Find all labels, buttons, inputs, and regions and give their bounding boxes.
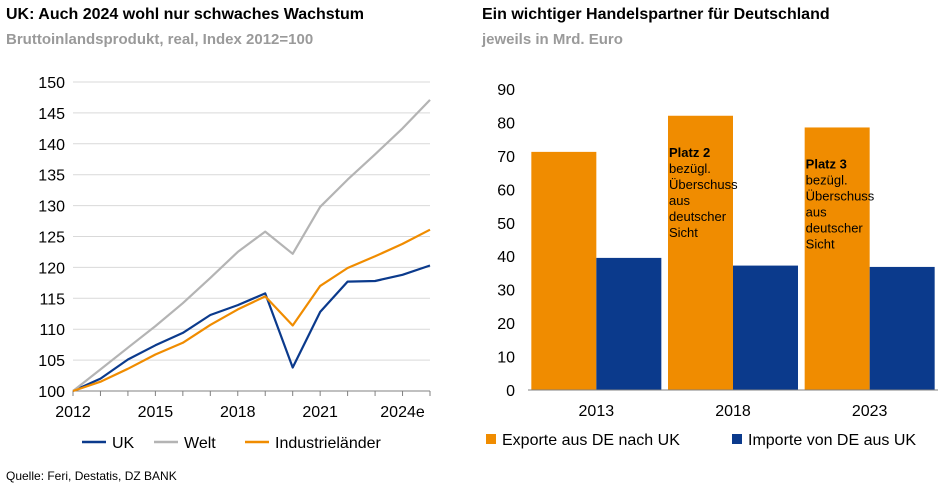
x-tick-label: 2018	[715, 403, 751, 420]
legend-swatch	[732, 434, 742, 444]
x-tick-label: 2021	[302, 404, 338, 421]
annotation-text: Überschuss	[669, 177, 738, 192]
y-tick-label: 115	[39, 291, 65, 308]
legend-label: Exporte aus DE nach UK	[502, 432, 680, 449]
y-tick-label: 80	[497, 115, 515, 132]
annotation-text: Überschuss	[806, 188, 875, 203]
bar-imports-2018	[733, 265, 798, 390]
x-tick-label: 2024e	[380, 404, 425, 421]
legend-label: Importe von DE aus UK	[748, 432, 916, 449]
left-chart-subtitle: Bruttoinlandsprodukt, real, Index 2012=1…	[6, 31, 314, 48]
right-chart-subtitle: jeweils in Mrd. Euro	[482, 31, 623, 48]
annotation-text: bezügl.	[669, 161, 711, 176]
right-chart-title: Ein wichtiger Handelspartner für Deutsch…	[482, 6, 830, 23]
x-tick-label: 2015	[138, 404, 174, 421]
bar-imports-2013	[596, 257, 662, 390]
series-line-industriel-nder	[72, 228, 431, 393]
legend-label: Industrieländer	[275, 435, 382, 452]
y-tick-label: 0	[506, 383, 515, 400]
annotation-text: bezügl.	[806, 172, 848, 187]
x-tick-label: 2012	[55, 404, 91, 421]
y-tick-label: 135	[38, 168, 65, 185]
source-note: Quelle: Feri, Destatis, DZ BANK	[6, 469, 177, 483]
y-tick-label: 50	[497, 216, 515, 233]
annotation-heading: Platz 3	[806, 156, 847, 171]
y-tick-label: 100	[38, 384, 65, 401]
y-tick-label: 145	[38, 106, 65, 123]
y-tick-label: 40	[497, 249, 515, 266]
legend-label: Welt	[184, 435, 216, 452]
series-line-uk	[72, 264, 431, 393]
annotation-text: Sicht	[669, 225, 698, 240]
y-tick-label: 125	[38, 230, 65, 247]
y-tick-label: 10	[497, 350, 515, 367]
annotation-text: aus	[669, 193, 690, 208]
bar-imports-2023	[869, 266, 935, 390]
annotation-text: deutscher	[806, 220, 864, 235]
bar-exports-2018	[668, 115, 733, 390]
y-tick-label: 60	[497, 182, 515, 199]
annotation-text: Sicht	[806, 236, 835, 251]
bar-exports-2023	[804, 127, 870, 390]
legend-swatch	[486, 434, 496, 444]
y-tick-label: 120	[38, 260, 65, 277]
y-tick-label: 140	[38, 137, 65, 154]
y-tick-label: 110	[39, 322, 65, 339]
left-chart-title: UK: Auch 2024 wohl nur schwaches Wachstu…	[6, 6, 365, 23]
y-tick-label: 70	[497, 149, 515, 166]
annotation-text: deutscher	[669, 209, 727, 224]
annotation-text: aus	[806, 204, 827, 219]
y-tick-label: 105	[38, 353, 65, 370]
x-tick-label: 2023	[852, 403, 888, 420]
gdp-line-chart: 100 105 110 115 120 125 130 135 140 145 150 2012 201…	[38, 75, 431, 452]
series-line-welt	[72, 99, 431, 392]
y-tick-label: 20	[497, 316, 515, 333]
bar-exports-2013	[531, 151, 597, 390]
y-tick-label: 30	[497, 283, 515, 300]
annotation-heading: Platz 2	[669, 145, 710, 160]
legend-label: UK	[112, 435, 135, 452]
y-tick-label: 130	[38, 199, 65, 216]
y-tick-label: 150	[38, 75, 65, 92]
x-tick-label: 2013	[579, 403, 615, 420]
y-tick-label: 90	[497, 82, 515, 99]
x-tick-label: 2018	[220, 404, 256, 421]
